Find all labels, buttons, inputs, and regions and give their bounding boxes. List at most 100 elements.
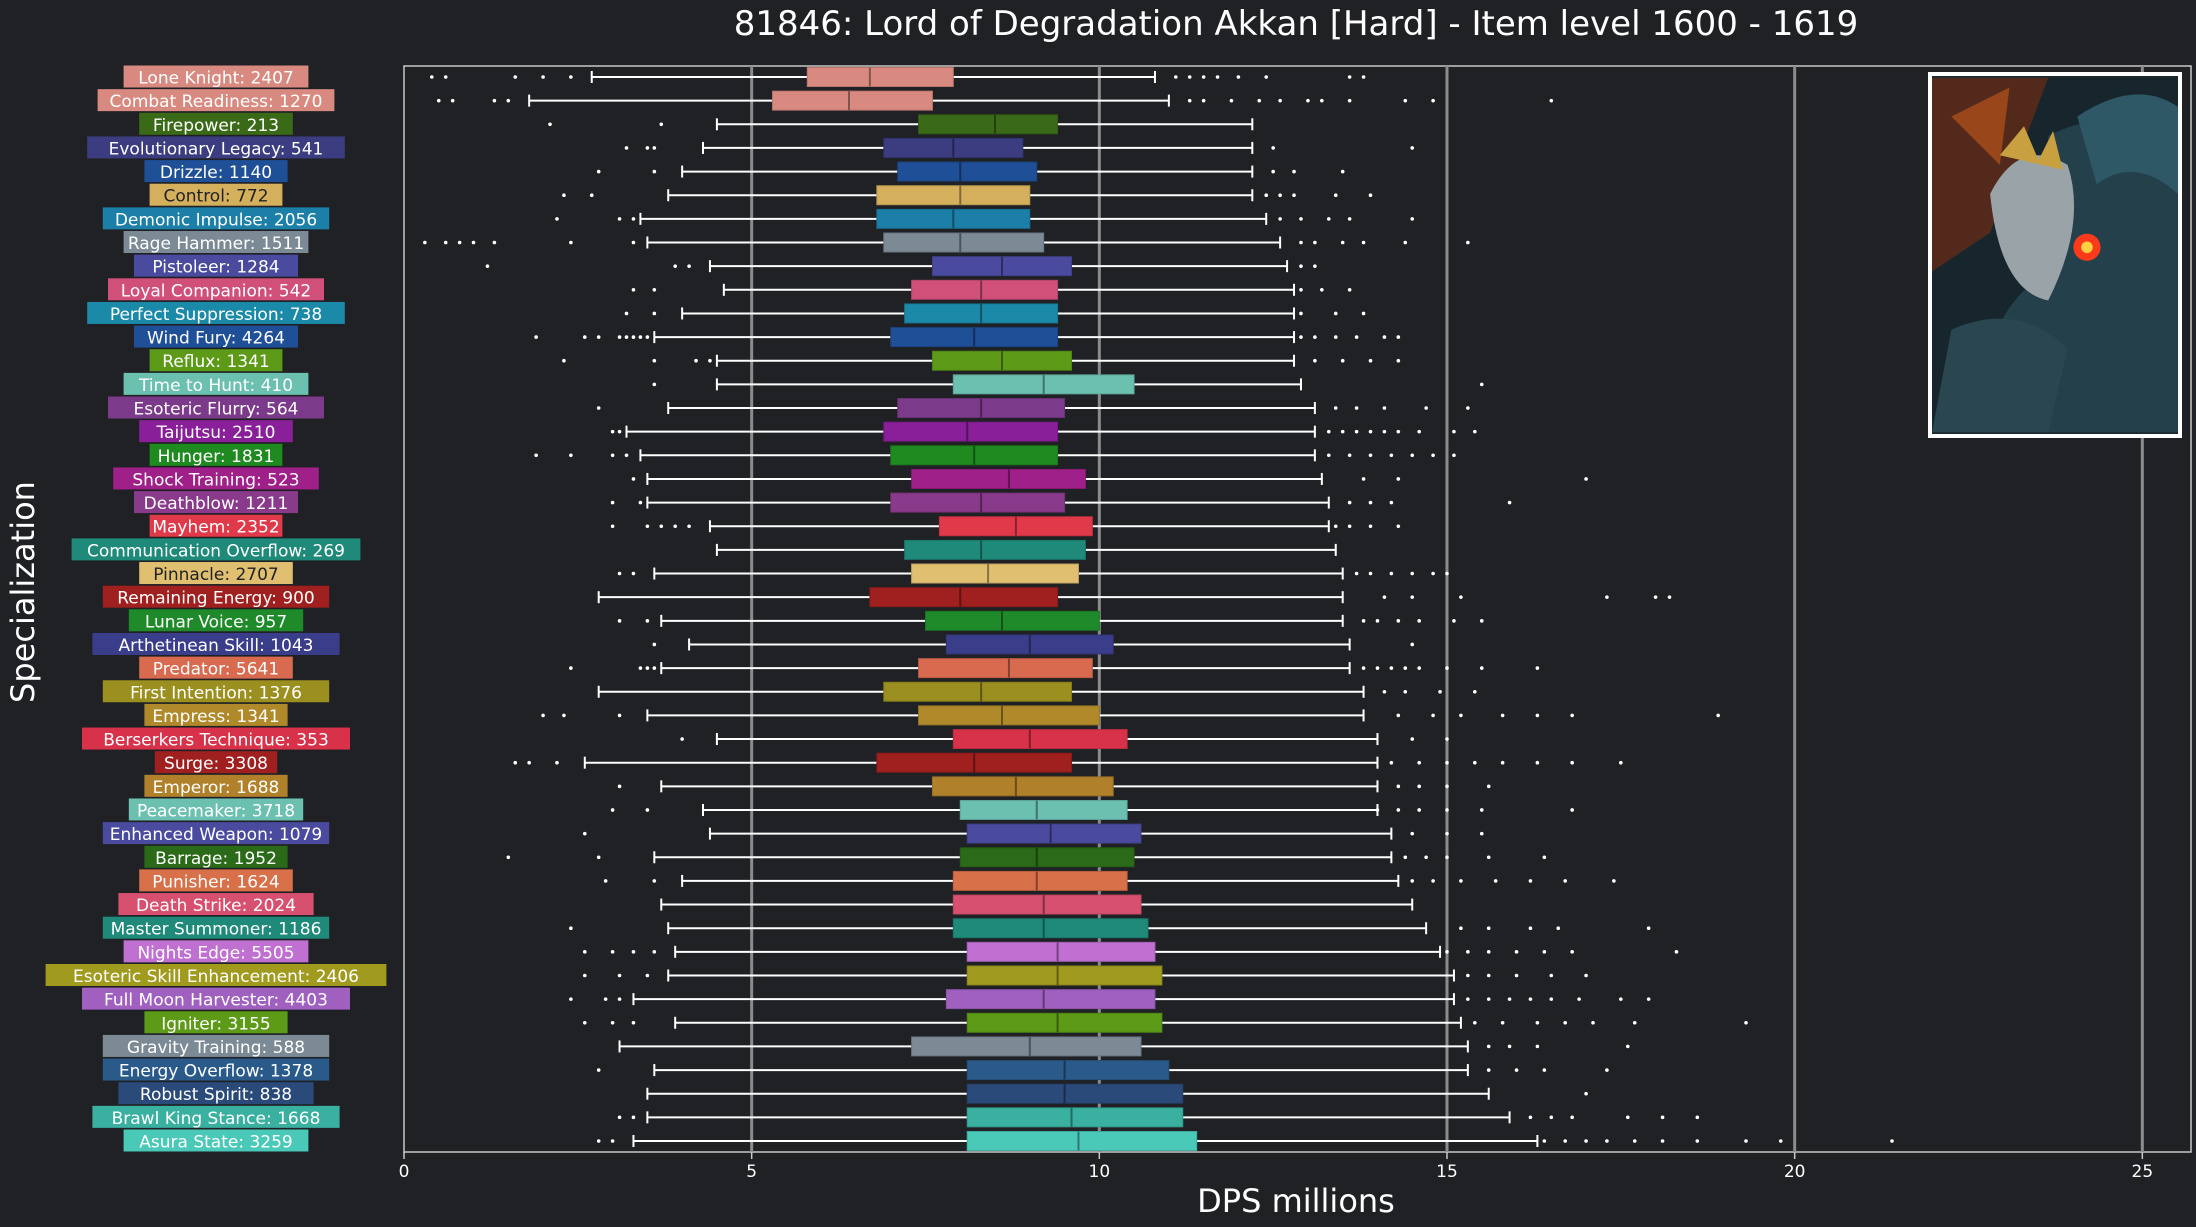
category-label-text: Gravity Training: 588 xyxy=(127,1038,305,1058)
outlier-point xyxy=(1646,997,1651,1001)
outlier-point xyxy=(645,973,650,978)
chart-title: 81846: Lord of Degradation Akkan [Hard] … xyxy=(734,4,1859,44)
outlier-point xyxy=(638,500,643,505)
outlier-point xyxy=(506,98,511,103)
category-label-bg xyxy=(149,443,283,466)
box-iqr xyxy=(966,1060,1170,1081)
outlier-point xyxy=(569,926,573,930)
outlier-point xyxy=(534,453,538,458)
box-25 xyxy=(652,634,1415,655)
outlier-point xyxy=(1382,335,1387,339)
outlier-point xyxy=(1563,1139,1568,1143)
category-label-bg xyxy=(144,774,288,797)
outlier-point xyxy=(569,240,573,245)
outlier-point xyxy=(1410,453,1415,458)
box-6 xyxy=(562,185,1373,206)
outlier-point xyxy=(1375,808,1380,812)
outlier-point xyxy=(1257,98,1262,103)
outlier-point xyxy=(1890,1139,1894,1143)
category-label-bg xyxy=(123,65,309,88)
category-label-text: Master Summoner: 1186 xyxy=(111,920,322,940)
outlier-point xyxy=(1667,595,1672,599)
outlier-point xyxy=(1382,429,1387,434)
outlier-point xyxy=(1299,264,1303,268)
outlier-point xyxy=(1347,524,1352,529)
outlier-point xyxy=(1744,1020,1748,1025)
outlier-point xyxy=(1452,453,1456,458)
outlier-point xyxy=(1466,240,1470,245)
outlier-point xyxy=(694,358,698,363)
outlier-point xyxy=(1660,1139,1665,1143)
category-label-39: Esoteric Skill Enhancement: 2406 xyxy=(45,963,387,987)
outlier-point xyxy=(1333,193,1338,198)
box-iqr xyxy=(869,587,1059,608)
category-label-text: Pinnacle: 2707 xyxy=(153,565,279,585)
outlier-point xyxy=(1486,1044,1491,1049)
outlier-point xyxy=(562,713,566,718)
outlier-point xyxy=(1389,500,1394,505)
box-44 xyxy=(646,1083,1588,1104)
outlier-point xyxy=(443,240,448,245)
outlier-point xyxy=(1368,429,1373,434)
outlier-point xyxy=(1514,950,1519,954)
outlier-point xyxy=(1417,808,1421,812)
outlier-point xyxy=(673,524,677,529)
outlier-point xyxy=(1424,406,1428,410)
box-21 xyxy=(715,539,1337,560)
category-label-text: Igniter: 3155 xyxy=(161,1014,271,1034)
category-label-33: Enhanced Weapon: 1079 xyxy=(102,822,330,845)
outlier-point xyxy=(1354,571,1359,576)
outlier-point xyxy=(1382,406,1387,410)
outlier-point xyxy=(596,169,601,174)
y-axis-label: Specialization xyxy=(4,481,42,703)
outlier-point xyxy=(492,98,497,103)
box-30 xyxy=(513,752,1623,773)
category-label-36: Death Strike: 2024 xyxy=(118,893,314,916)
category-label-bg xyxy=(113,467,319,490)
outlier-point xyxy=(1674,950,1679,954)
box-iqr xyxy=(911,468,1086,489)
outlier-point xyxy=(1201,75,1206,79)
category-label-38: Nights Edge: 5505 xyxy=(123,940,309,963)
outlier-point xyxy=(1625,1115,1630,1120)
outlier-point xyxy=(631,288,636,292)
outlier-point xyxy=(652,288,657,292)
category-label-text: Emperor: 1688 xyxy=(153,778,280,798)
outlier-point xyxy=(1320,98,1324,103)
category-label-29: Berserkers Technique: 353 xyxy=(82,727,350,751)
outlier-point xyxy=(1417,619,1421,623)
outlier-point xyxy=(1744,1139,1748,1143)
outlier-point xyxy=(610,950,615,954)
category-label-text: Full Moon Harvester: 4403 xyxy=(104,991,328,1011)
outlier-point xyxy=(1570,760,1574,765)
outlier-point xyxy=(1549,1115,1554,1120)
outlier-point xyxy=(1403,855,1408,860)
outlier-point xyxy=(645,524,650,529)
category-label-30: Surge: 3308 xyxy=(154,751,278,774)
outlier-point xyxy=(1375,619,1380,623)
outlier-point xyxy=(1584,477,1588,481)
outlier-point xyxy=(1403,666,1408,670)
box-series xyxy=(423,67,1894,1151)
outlier-point xyxy=(1354,335,1359,339)
category-label-9: Pistoleer: 1284 xyxy=(134,254,298,278)
outlier-point xyxy=(631,217,636,221)
category-label-28: Empress: 1341 xyxy=(144,703,288,727)
x-tick-label-25: 25 xyxy=(2132,1162,2154,1182)
outlier-point xyxy=(1612,879,1616,883)
x-tick-label-5: 5 xyxy=(746,1162,757,1182)
outlier-point xyxy=(1605,1068,1609,1072)
box-iqr xyxy=(952,894,1142,915)
outlier-point xyxy=(1542,1068,1547,1072)
box-iqr xyxy=(966,1131,1198,1151)
outlier-point xyxy=(1229,98,1234,103)
box-iqr xyxy=(918,658,1093,679)
box-28 xyxy=(541,705,1720,726)
outlier-point xyxy=(1514,973,1519,978)
outlier-point xyxy=(1563,1020,1568,1025)
outlier-point xyxy=(1507,500,1512,505)
category-label-bg xyxy=(82,727,350,750)
category-label-bg xyxy=(102,1058,330,1081)
category-label-21: Communication Overflow: 269 xyxy=(71,538,361,561)
outlier-point xyxy=(1389,760,1394,765)
